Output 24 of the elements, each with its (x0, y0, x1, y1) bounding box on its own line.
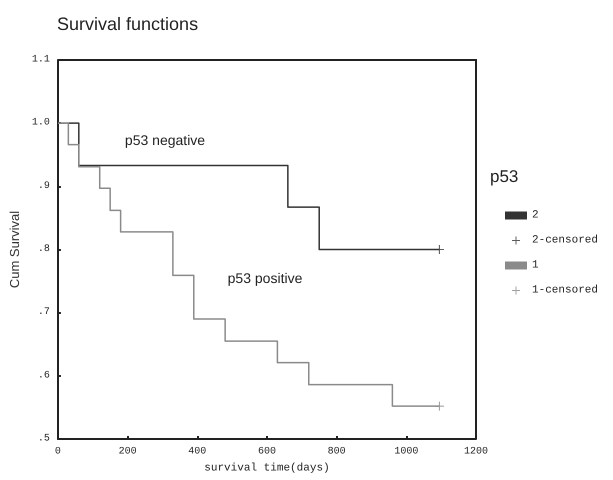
annotation: p53 positive (228, 270, 303, 286)
y-tick-label: .9 (38, 180, 50, 192)
legend-label: 2-censored (532, 234, 598, 246)
annotation: p53 negative (124, 132, 206, 148)
x-tick-label: 1200 (464, 446, 488, 458)
legend-label: 1-censored (532, 284, 598, 296)
y-tick-label: .5 (38, 434, 50, 444)
chart-title: Survival functions (57, 14, 198, 34)
legend-title: p53 (490, 167, 518, 186)
legend-label: 2 (532, 210, 539, 222)
y-tick-label: 1.0 (32, 118, 50, 129)
x-axis-title: survival time(days) (204, 462, 330, 474)
x-tick-label: 800 (328, 446, 346, 458)
x-tick-label: 400 (188, 446, 206, 458)
y-tick-label: .6 (38, 370, 50, 382)
x-tick-label: 1000 (394, 446, 418, 458)
x-tick-label: 0 (54, 446, 61, 458)
x-tick-label: 600 (258, 446, 276, 458)
y-axis-title: Cum Survival (7, 210, 22, 288)
x-tick-label: 200 (118, 446, 137, 458)
y-tick-label: .7 (38, 307, 50, 318)
y-tick-label: .8 (38, 244, 50, 255)
y-tick-label: 1.1 (32, 54, 50, 66)
legend-label: 1 (532, 260, 539, 272)
